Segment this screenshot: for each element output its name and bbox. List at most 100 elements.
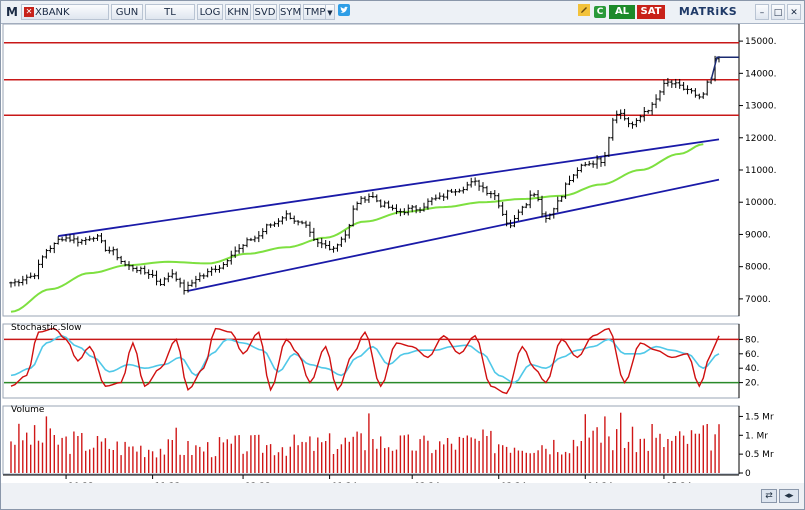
price-bar [178, 277, 182, 288]
buy-button[interactable]: AL [609, 5, 635, 19]
refresh-button[interactable]: C [593, 4, 607, 20]
volume-bar [325, 441, 327, 473]
volume-bar [207, 442, 209, 473]
pen-icon[interactable] [577, 4, 591, 20]
stochastic-panel[interactable]: 20. 40. 60. 80. [2, 323, 759, 399]
dropdown-triangle-icon[interactable]: ▼ [325, 4, 335, 20]
price-bar [634, 118, 639, 128]
volume-bar [203, 451, 205, 473]
close-x-icon[interactable]: ✕ [24, 7, 34, 17]
volume-bar [572, 439, 575, 473]
volume-bar [702, 425, 704, 473]
sync-icon[interactable]: ⇄ [761, 489, 777, 503]
price-bar [186, 281, 190, 293]
volume-bar [336, 449, 339, 473]
volume-bar [112, 450, 114, 473]
volume-bar [541, 445, 543, 473]
x-tick-label: 04.24 [587, 482, 613, 483]
price-bar [611, 117, 615, 141]
price-bar [579, 163, 584, 173]
price-bar [174, 271, 178, 282]
price-bar [146, 269, 151, 279]
volume-bar [348, 441, 350, 473]
volume-bar [553, 439, 555, 473]
volume-bar [167, 439, 169, 473]
volume-bar [631, 426, 634, 473]
volume-bar [18, 423, 20, 473]
price-bar [402, 208, 407, 216]
close-icon[interactable]: ✕ [787, 4, 801, 20]
scroll-icon[interactable]: ◂▸ [779, 489, 799, 503]
price-bar [24, 274, 29, 285]
restore-icon[interactable]: □ [771, 4, 785, 20]
volume-bar [604, 416, 606, 473]
price-bar [201, 273, 206, 280]
volume-bar [718, 424, 720, 473]
x-tick-label: 03.24 [501, 482, 527, 483]
volume-bar [297, 445, 299, 473]
volume-bar [238, 435, 240, 473]
price-bar [194, 275, 198, 288]
currency-button[interactable]: TL [145, 4, 195, 20]
volume-bar [564, 451, 567, 473]
price-bar [607, 136, 611, 157]
volume-bar [242, 453, 244, 473]
volume-bar [285, 455, 287, 473]
sym-button[interactable]: SYM [279, 4, 301, 20]
volume-bar [427, 440, 429, 473]
volume-bar [655, 437, 657, 473]
symbol-field[interactable]: ✕ XBANK [21, 4, 109, 20]
volume-bar [502, 445, 504, 473]
period-button[interactable]: GUN [111, 4, 143, 20]
price-bar [477, 179, 481, 191]
volume-bar [214, 456, 217, 473]
price-bar [630, 121, 635, 129]
volume-bar [305, 442, 307, 473]
price-panel[interactable]: 7000. 8000. 9000. 10000. 11000. 12000. 13000. 1… [2, 23, 777, 317]
volume-bar [651, 424, 653, 473]
volume-bar [395, 449, 398, 473]
price-bar [575, 167, 580, 179]
sell-button[interactable]: SAT [637, 5, 665, 19]
khn-button[interactable]: KHN [225, 4, 251, 20]
log-button[interactable]: LOG [197, 4, 223, 20]
price-bar [697, 93, 702, 100]
price-bar [673, 78, 678, 89]
volume-bar [199, 446, 201, 473]
stochastic-title: Stochastic.Slow [11, 323, 82, 333]
volume-bar [89, 449, 91, 473]
volume-bar [694, 433, 697, 473]
volume-bar [671, 440, 673, 473]
stochastic-k-line [10, 327, 720, 395]
price-bar [414, 204, 418, 214]
price-bar [394, 204, 399, 215]
price-bar [264, 223, 269, 235]
app-logo: M [6, 5, 18, 19]
svd-button[interactable]: SVD [253, 4, 277, 20]
price-bar [213, 265, 218, 273]
volume-bar [505, 446, 508, 473]
volume-bar [226, 439, 228, 473]
price-bar [233, 246, 237, 258]
price-bar [217, 265, 222, 273]
price-bar [599, 156, 603, 167]
volume-bar [686, 443, 689, 473]
price-bar [80, 238, 84, 245]
volume-bar [81, 433, 83, 473]
price-bar [205, 268, 210, 278]
tmp-button[interactable]: TMP [303, 4, 327, 20]
volume-bar [136, 451, 138, 473]
volume-panel[interactable]: 0 0.5 Mr 1. Mr 1.5 Mr [2, 405, 774, 479]
volume-bar [627, 441, 630, 473]
price-bar [40, 255, 45, 268]
volume-bar [549, 454, 551, 473]
price-bar [9, 281, 13, 288]
price-bar [21, 275, 25, 286]
price-bar [512, 215, 517, 228]
twitter-bird-icon[interactable] [337, 4, 351, 20]
minimize-icon[interactable]: – [755, 4, 769, 20]
price-bar [614, 110, 619, 124]
price-bar [135, 266, 139, 273]
volume-bar [120, 455, 122, 473]
volume-bar [254, 435, 256, 473]
